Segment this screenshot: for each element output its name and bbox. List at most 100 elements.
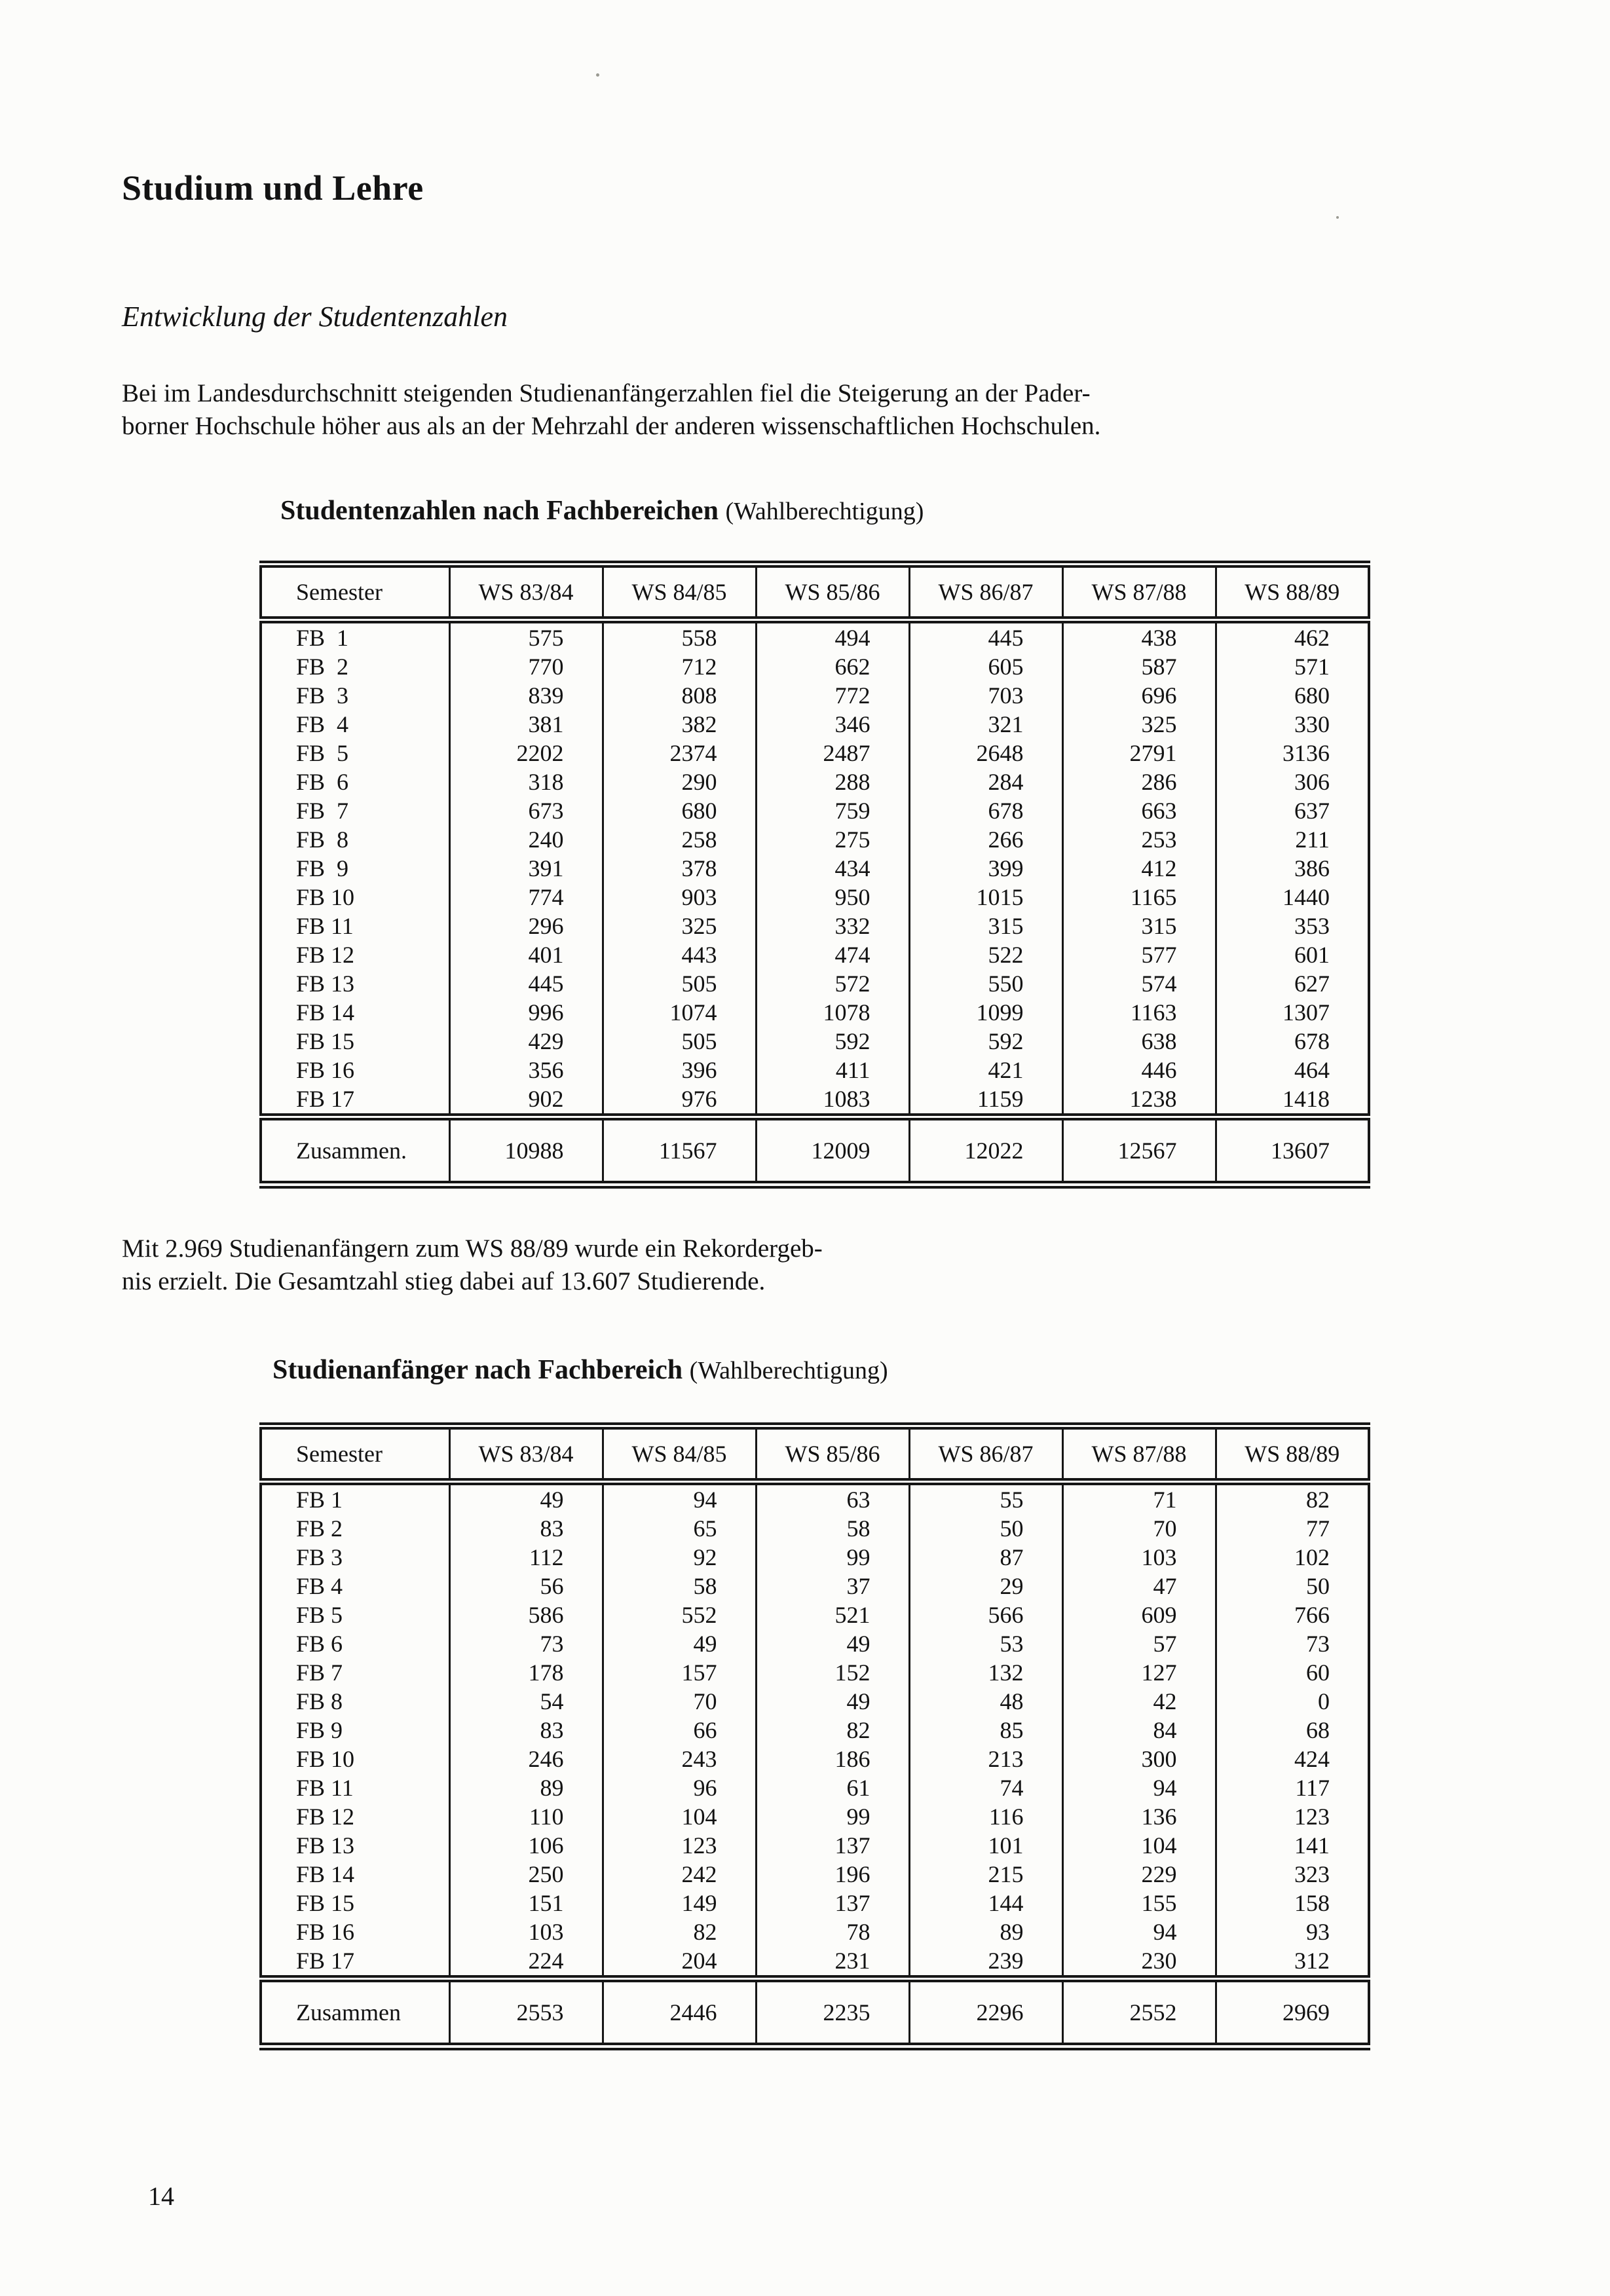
record-note-paragraph: Mit 2.969 Studienanfängern zum WS 88/89 … — [122, 1232, 823, 1298]
value-cell: 696 — [1061, 681, 1216, 710]
row-label: FB 9 — [296, 855, 349, 881]
value-cell: 230 — [1061, 1946, 1216, 1979]
value-cell: 601 — [1214, 940, 1369, 969]
value-cell: 391 — [448, 854, 603, 883]
value-cell: 152 — [755, 1658, 909, 1687]
value-cell: 353 — [1214, 912, 1369, 940]
value-cell: 396 — [601, 1056, 756, 1084]
row-label: FB 4 — [296, 711, 349, 737]
value-cell: 318 — [448, 768, 603, 796]
students-table-caption: Studentenzahlen nach Fachbereichen (Wahl… — [280, 495, 924, 527]
value-cell: 49 — [448, 1481, 603, 1514]
table-row: FB 12 401 443 474 522 577 601 — [261, 940, 1369, 969]
value-cell: 505 — [601, 969, 756, 998]
value-cell: 558 — [601, 620, 756, 652]
value-cell: 103 — [1061, 1543, 1216, 1572]
value-cell: 157 — [601, 1658, 756, 1687]
caption-bold-text: Studienanfänger nach Fachbereich — [272, 1355, 683, 1385]
value-cell: 759 — [755, 796, 909, 825]
value-cell: 306 — [1214, 768, 1369, 796]
value-cell: 178 — [448, 1658, 603, 1687]
row-label: FB 7 — [296, 798, 349, 824]
row-label: FB 13 — [296, 971, 355, 997]
row-label: FB 6 — [296, 1631, 343, 1657]
value-cell: 592 — [908, 1027, 1062, 1056]
table-row: FB 10 246 243 186 213 300 424 — [261, 1745, 1369, 1773]
total-value-cell: 2446 — [601, 1975, 756, 2046]
table-row: FB 3 112 92 99 87 103 102 — [261, 1543, 1369, 1572]
value-cell: 434 — [755, 854, 909, 883]
value-cell: 678 — [1214, 1027, 1369, 1056]
value-cell: 1078 — [755, 998, 909, 1027]
value-cell: 242 — [601, 1860, 756, 1889]
value-cell: 323 — [1214, 1860, 1369, 1889]
semester-year-column-header: WS 85/86 — [755, 1426, 909, 1485]
table-row: FB 16 103 82 78 89 94 93 — [261, 1917, 1369, 1946]
students-by-faculty-table: Semester WS 83/84 WS 84/85 WS 85/86 WS 86/87… — [259, 561, 1370, 1189]
row-label: FB 15 — [296, 1890, 355, 1916]
value-cell: 116 — [908, 1802, 1062, 1831]
value-cell: 0 — [1214, 1687, 1369, 1716]
value-cell: 2648 — [908, 739, 1062, 768]
row-label: FB 15 — [296, 1028, 355, 1054]
value-cell: 112 — [448, 1543, 603, 1572]
table-row: FB 15 151 149 137 144 155 158 — [261, 1889, 1369, 1917]
total-label: Zusammen — [261, 1975, 449, 2046]
value-cell: 48 — [908, 1687, 1062, 1716]
value-cell: 99 — [755, 1802, 909, 1831]
table-total-row: Zusammen. 10988 11567 12009 12022 12567 13607 — [261, 1113, 1369, 1185]
value-cell: 239 — [908, 1946, 1062, 1979]
total-value-cell: 12567 — [1061, 1113, 1216, 1185]
table-header-row: Semester WS 83/84 WS 84/85 WS 85/86 WS 86/87… — [261, 564, 1369, 623]
value-cell: 246 — [448, 1745, 603, 1773]
value-cell: 123 — [1214, 1802, 1369, 1831]
value-cell: 592 — [755, 1027, 909, 1056]
total-value-cell: 12009 — [755, 1113, 909, 1185]
value-cell: 83 — [448, 1514, 603, 1543]
value-cell: 288 — [755, 768, 909, 796]
row-label: FB 5 — [296, 1602, 343, 1628]
value-cell: 637 — [1214, 796, 1369, 825]
value-cell: 123 — [601, 1831, 756, 1860]
value-cell: 151 — [448, 1889, 603, 1917]
table-row: FB 17 224 204 231 239 230 312 — [261, 1946, 1369, 1979]
table-row: FB 13 445 505 572 550 574 627 — [261, 969, 1369, 998]
value-cell: 266 — [908, 825, 1062, 854]
value-cell: 55 — [908, 1481, 1062, 1514]
value-cell: 766 — [1214, 1601, 1369, 1629]
value-cell: 104 — [1061, 1831, 1216, 1860]
value-cell: 1099 — [908, 998, 1062, 1027]
table-row: FB 17 902 976 1083 1159 1238 1418 — [261, 1084, 1369, 1117]
value-cell: 132 — [908, 1658, 1062, 1687]
value-cell: 421 — [908, 1056, 1062, 1084]
value-cell: 144 — [908, 1889, 1062, 1917]
value-cell: 2374 — [601, 739, 756, 768]
value-cell: 1440 — [1214, 883, 1369, 912]
semester-year-column-header: WS 85/86 — [755, 564, 909, 623]
table-row: FB 16 356 396 411 421 446 464 — [261, 1056, 1369, 1084]
value-cell: 93 — [1214, 1917, 1369, 1946]
value-cell: 552 — [601, 1601, 756, 1629]
row-label: FB 5 — [296, 740, 349, 766]
value-cell: 1238 — [1061, 1084, 1216, 1117]
value-cell: 87 — [908, 1543, 1062, 1572]
value-cell: 94 — [1061, 1773, 1216, 1802]
caption-paren-text: (Wahlberechtigung) — [725, 498, 924, 525]
value-cell: 127 — [1061, 1658, 1216, 1687]
value-cell: 137 — [755, 1889, 909, 1917]
value-cell: 703 — [908, 681, 1062, 710]
value-cell: 609 — [1061, 1601, 1216, 1629]
row-label: FB 7 — [296, 1659, 343, 1686]
value-cell: 571 — [1214, 652, 1369, 681]
value-cell: 253 — [1061, 825, 1216, 854]
table-row: FB 15 429 505 592 592 638 678 — [261, 1027, 1369, 1056]
value-cell: 566 — [908, 1601, 1062, 1629]
row-label: FB 12 — [296, 1804, 355, 1830]
value-cell: 680 — [1214, 681, 1369, 710]
value-cell: 49 — [755, 1687, 909, 1716]
value-cell: 312 — [1214, 1946, 1369, 1979]
value-cell: 56 — [448, 1572, 603, 1601]
table-row: FB 2 770 712 662 605 587 571 — [261, 652, 1369, 681]
value-cell: 605 — [908, 652, 1062, 681]
row-label: FB 11 — [296, 1775, 354, 1801]
